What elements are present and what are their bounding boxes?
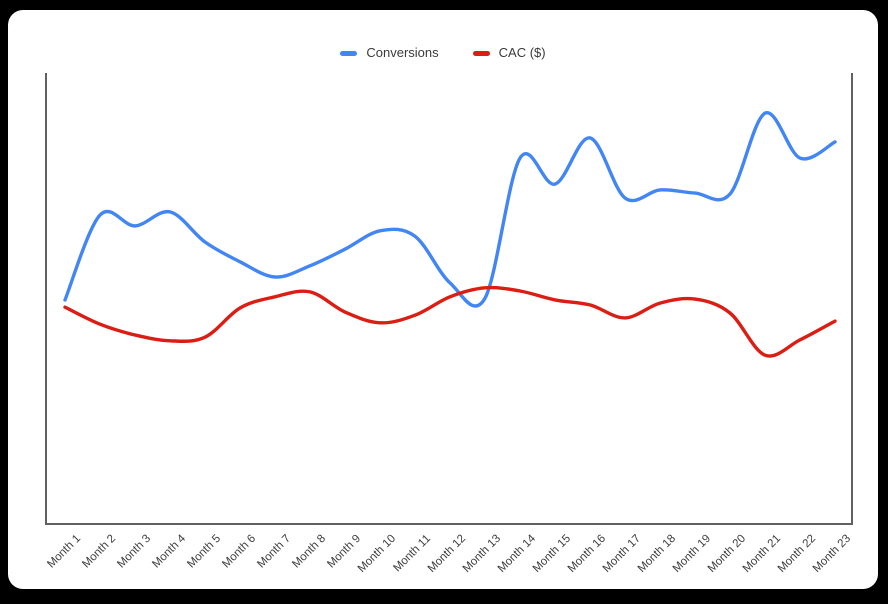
- x-axis-tick-label: Month 2: [80, 533, 118, 571]
- x-axis-tick-label: Month 7: [255, 533, 293, 571]
- x-axis-tick-label: Month 4: [150, 532, 188, 570]
- x-axis-tick-label: Month 3: [115, 533, 153, 571]
- series-line-cac[interactable]: [63, 285, 837, 358]
- series-line-conversions[interactable]: [63, 111, 837, 308]
- legend-label-conversions: Conversions: [366, 45, 439, 60]
- x-axis-tick-label: Month 1: [45, 533, 83, 571]
- x-axis-tick-label: Month 6: [220, 533, 258, 571]
- conversions-series-swatch-icon: [340, 50, 358, 56]
- x-axis-tick-label: Month 23: [811, 533, 853, 575]
- legend-label-cac: CAC ($): [498, 45, 546, 60]
- x-axis-tick-label: Month 10: [356, 533, 398, 575]
- cac-series-swatch-icon: [472, 50, 490, 56]
- x-axis-tick-label: Month 8: [290, 533, 328, 571]
- chart-legend: Conversions CAC ($): [8, 46, 878, 60]
- legend-item-cac[interactable]: CAC ($): [472, 45, 546, 60]
- x-axis-tick-label: Month 5: [185, 533, 223, 571]
- legend-item-conversions[interactable]: Conversions: [340, 45, 439, 60]
